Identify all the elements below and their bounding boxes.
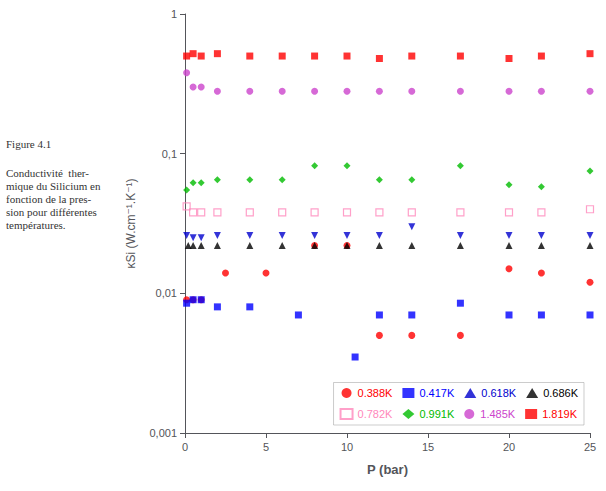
svg-text:κSi (W.cm⁻¹.K⁻¹): κSi (W.cm⁻¹.K⁻¹) [124, 179, 138, 269]
svg-text:0.686K: 0.686K [543, 387, 579, 399]
svg-text:15: 15 [422, 441, 434, 453]
svg-text:0.782K: 0.782K [358, 408, 394, 420]
svg-text:0.417K: 0.417K [419, 387, 455, 399]
svg-text:0.991K: 0.991K [419, 408, 455, 420]
svg-text:0,001: 0,001 [149, 427, 177, 439]
svg-text:Conductivité ther-: Conductivité ther- [6, 167, 89, 179]
svg-text:10: 10 [341, 441, 353, 453]
svg-text:Figure 4.1: Figure 4.1 [6, 138, 51, 150]
svg-text:0.618K: 0.618K [481, 387, 517, 399]
svg-text:5: 5 [263, 441, 269, 453]
svg-text:0,01: 0,01 [156, 287, 177, 299]
svg-text:20: 20 [503, 441, 515, 453]
svg-text:sion pour différentes: sion pour différentes [6, 206, 97, 218]
svg-text:mique du Silicium en: mique du Silicium en [6, 180, 101, 192]
svg-text:températures.: températures. [6, 219, 66, 231]
svg-text:fonction de la pres-: fonction de la pres- [6, 193, 92, 205]
svg-text:1.485K: 1.485K [480, 408, 516, 420]
svg-text:0,1: 0,1 [162, 148, 177, 160]
svg-text:1.819K: 1.819K [542, 408, 578, 420]
svg-text:P (bar): P (bar) [367, 462, 408, 477]
svg-text:1: 1 [171, 8, 177, 20]
svg-text:0: 0 [182, 441, 188, 453]
svg-text:0.388K: 0.388K [358, 387, 394, 399]
svg-text:25: 25 [584, 441, 596, 453]
